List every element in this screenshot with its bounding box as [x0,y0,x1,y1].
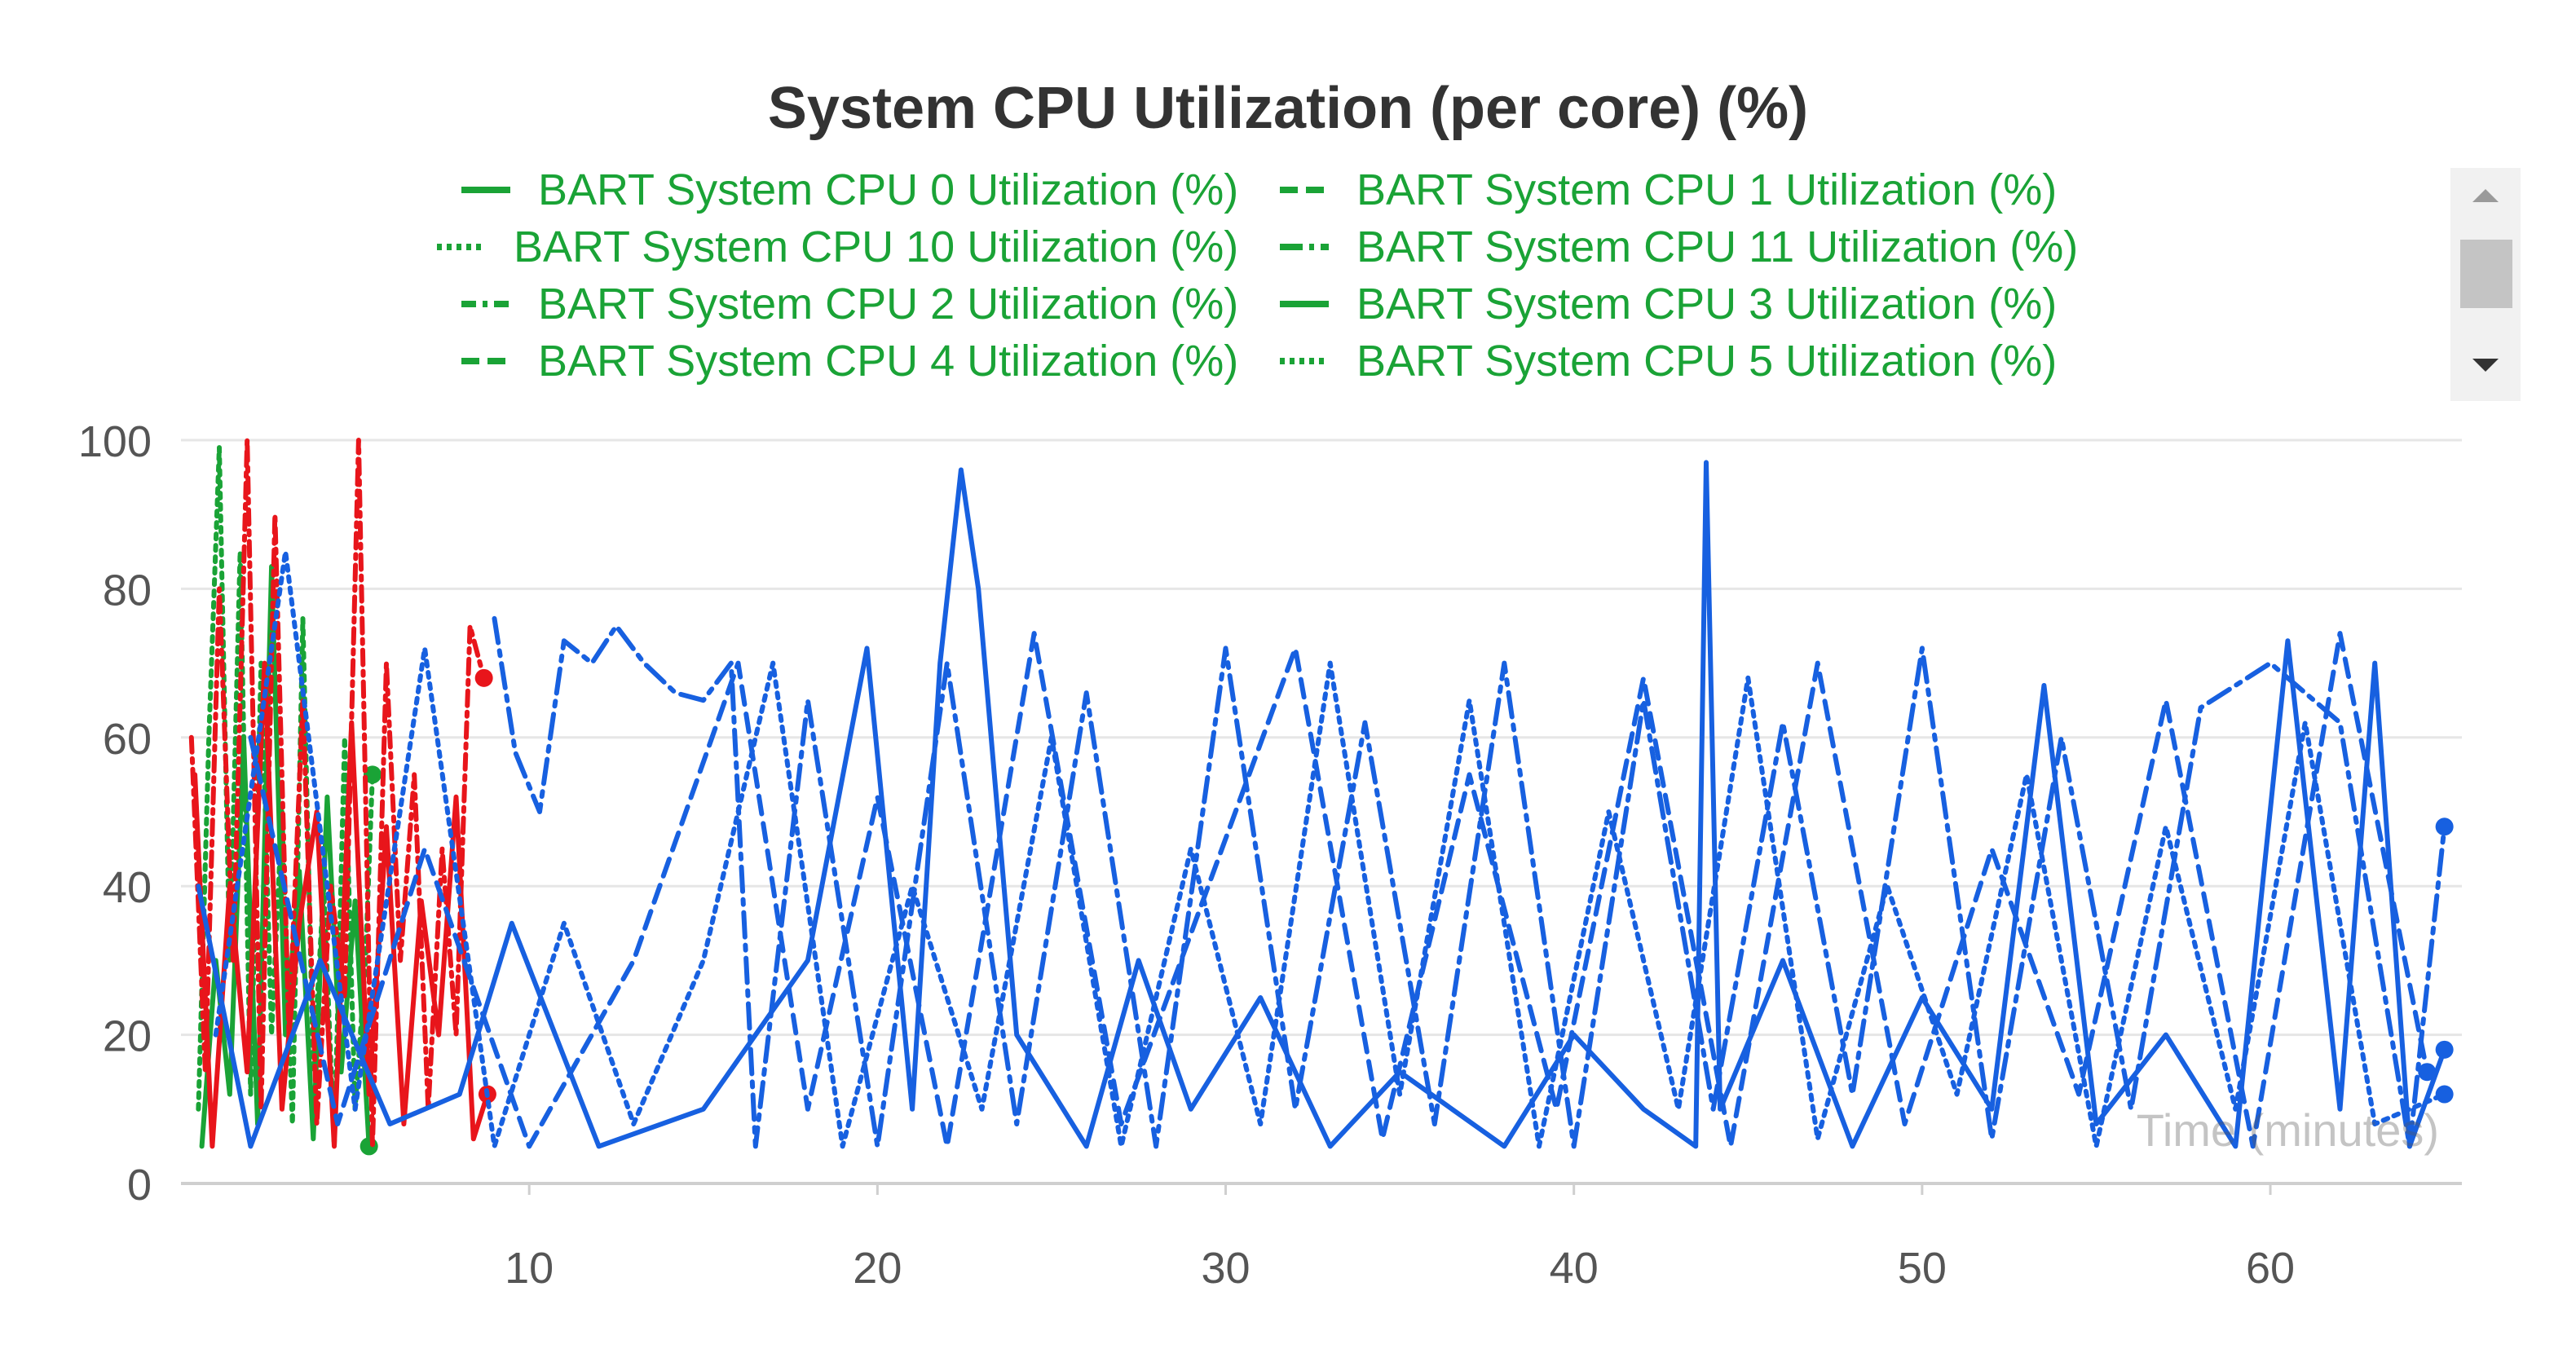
x-tick-label: 20 [853,1244,902,1293]
legend-label: BART System CPU 11 Utilization (%) [1356,223,2079,271]
legend-item-cpu4[interactable]: BART System CPU 4 Utilization (%) [461,334,1238,388]
legend-swatch-longdashdot [1280,244,1329,250]
x-tick-label: 30 [1201,1244,1250,1293]
series-end-marker [2418,1063,2437,1082]
legend-label: BART System CPU 0 Utilization (%) [538,165,1239,214]
series-end-marker [2435,1085,2454,1104]
scroll-up-button[interactable] [2450,173,2521,218]
legend-swatch-dot [1280,358,1329,364]
y-tick-label: 80 [103,566,152,615]
series-end-marker [363,765,382,784]
legend-swatch-solid [1280,301,1329,307]
legend-item-cpu0[interactable]: BART System CPU 0 Utilization (%) [461,163,1238,217]
legend-scrollbar[interactable] [2450,168,2521,401]
series-line-blue-6 [213,549,2447,1149]
series-line-blue-5 [492,615,2447,1149]
legend-label: BART System CPU 4 Utilization (%) [538,337,1239,386]
legend-label: BART System CPU 3 Utilization (%) [1356,280,2058,328]
legend-label: BART System CPU 10 Utilization (%) [514,223,1239,271]
series-line-red-2 [188,438,487,1149]
series-end-marker [2435,818,2454,836]
chevron-down-icon [2472,359,2499,372]
x-axis-label: Time (minutes) [2137,1104,2439,1156]
legend-swatch-dashdot [461,301,510,307]
axes: 0 20 40 60 80 100 10 20 30 40 50 60 [78,417,2462,1293]
legend-swatch-solid [461,187,510,193]
x-tick-label: 10 [505,1244,554,1293]
legend-item-cpu11[interactable]: BART System CPU 11 Utilization (%) [1280,220,2078,274]
chevron-up-icon [2472,189,2499,202]
legend-label: BART System CPU 2 Utilization (%) [538,280,1239,328]
legend-swatch-dash [461,358,510,364]
legend-item-cpu2[interactable]: BART System CPU 2 Utilization (%) [461,277,1238,331]
x-tick-label: 40 [1550,1244,1599,1293]
chart-title: System CPU Utilization (per core) (%) [767,76,1809,141]
legend: BART System CPU 0 Utilization (%) BART S… [424,163,2119,399]
y-tick-label: 60 [103,715,152,764]
series-end-marker [474,668,493,687]
legend-item-cpu3[interactable]: BART System CPU 3 Utilization (%) [1280,277,2057,331]
series-lines [188,438,2454,1156]
series-line-green-1 [199,564,372,1149]
legend-item-cpu1[interactable]: BART System CPU 1 Utilization (%) [1280,163,2057,217]
series-line-blue-7 [248,631,2430,1149]
y-tick-label: 20 [103,1012,152,1061]
series-line-blue-4 [196,460,2447,1149]
series-end-marker [2435,1040,2454,1059]
legend-swatch-dot [437,244,486,250]
scrollbar-thumb[interactable] [2460,240,2512,308]
x-tick-label: 60 [2246,1244,2295,1293]
series-line-red-3 [192,660,490,1149]
legend-swatch-dash [1280,187,1329,193]
y-tick-label: 40 [103,863,152,912]
gridlines [181,439,2462,1185]
legend-label: BART System CPU 1 Utilization (%) [1356,165,2058,214]
legend-item-cpu10[interactable]: BART System CPU 10 Utilization (%) [437,220,1238,274]
y-tick-label: 0 [127,1161,152,1210]
y-tick-label: 100 [78,417,152,466]
legend-label: BART System CPU 5 Utilization (%) [1356,337,2058,386]
x-tick-label: 50 [1898,1244,1947,1293]
scroll-down-button[interactable] [2450,342,2521,388]
legend-item-cpu5[interactable]: BART System CPU 5 Utilization (%) [1280,334,2057,388]
series-end-marker [359,1137,378,1156]
